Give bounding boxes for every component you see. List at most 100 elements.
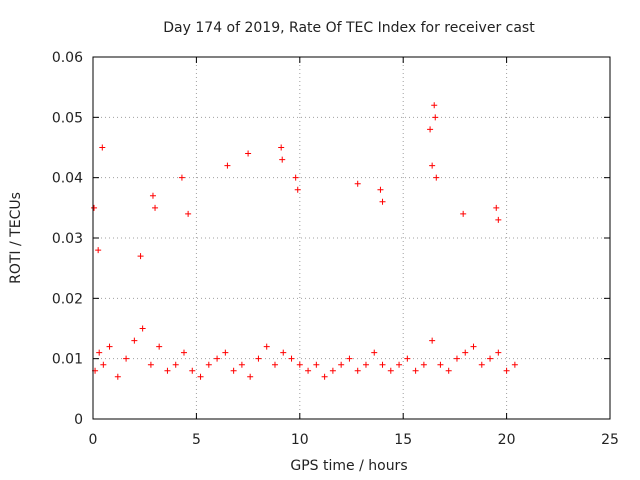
data-point bbox=[495, 349, 502, 356]
x-tick-label: 0 bbox=[89, 432, 98, 448]
data-point bbox=[427, 126, 434, 133]
data-point bbox=[100, 361, 107, 368]
data-point bbox=[280, 349, 287, 356]
y-tick-label: 0 bbox=[74, 412, 83, 428]
data-point bbox=[131, 337, 138, 344]
data-point bbox=[152, 204, 159, 211]
data-point bbox=[354, 180, 361, 187]
x-tick-label: 5 bbox=[192, 432, 201, 448]
data-point bbox=[495, 216, 502, 223]
x-tick-label: 10 bbox=[291, 432, 309, 448]
data-point bbox=[230, 367, 237, 374]
data-point bbox=[460, 210, 467, 217]
data-point bbox=[106, 343, 113, 350]
data-point bbox=[180, 349, 187, 356]
data-point bbox=[214, 355, 221, 362]
data-point bbox=[346, 355, 353, 362]
data-point bbox=[429, 162, 436, 169]
chart-title: Day 174 of 2019, Rate Of TEC Index for r… bbox=[163, 20, 535, 36]
data-point bbox=[313, 361, 320, 368]
data-point bbox=[197, 373, 204, 380]
data-point bbox=[362, 361, 369, 368]
data-point bbox=[137, 253, 144, 260]
data-point bbox=[139, 325, 146, 332]
data-point bbox=[245, 150, 252, 157]
data-point bbox=[379, 361, 386, 368]
data-point bbox=[271, 361, 278, 368]
data-point bbox=[338, 361, 345, 368]
data-point bbox=[95, 247, 102, 254]
axis-ticks bbox=[92, 56, 611, 420]
data-point bbox=[420, 361, 427, 368]
data-point bbox=[371, 349, 378, 356]
y-tick-labels: 0 0.01 0.02 0.03 0.04 0.05 0.06 bbox=[52, 50, 83, 428]
data-point bbox=[238, 361, 245, 368]
data-point bbox=[396, 361, 403, 368]
y-tick-label: 0.05 bbox=[52, 110, 83, 126]
data-point bbox=[478, 361, 485, 368]
data-point bbox=[224, 162, 231, 169]
data-point bbox=[453, 355, 460, 362]
data-point bbox=[433, 174, 440, 181]
data-point bbox=[263, 343, 270, 350]
x-tick-label: 20 bbox=[498, 432, 516, 448]
data-point bbox=[445, 367, 452, 374]
x-tick-label: 15 bbox=[394, 432, 412, 448]
y-tick-label: 0.04 bbox=[52, 171, 83, 187]
data-point bbox=[247, 373, 254, 380]
data-point bbox=[487, 355, 494, 362]
data-point bbox=[123, 355, 130, 362]
data-point bbox=[178, 174, 185, 181]
data-point bbox=[412, 367, 419, 374]
data-point bbox=[149, 192, 156, 199]
y-axis-label: ROTI / TECUs bbox=[8, 192, 24, 284]
data-point bbox=[377, 186, 384, 193]
x-tick-labels: 0 5 10 15 20 25 bbox=[89, 432, 619, 448]
data-point bbox=[429, 337, 436, 344]
data-point bbox=[96, 349, 103, 356]
data-point bbox=[329, 367, 336, 374]
data-point bbox=[292, 174, 299, 181]
data-point bbox=[431, 102, 438, 109]
data-point bbox=[296, 361, 303, 368]
data-point bbox=[164, 367, 171, 374]
data-point bbox=[354, 367, 361, 374]
data-point bbox=[503, 367, 510, 374]
plot-frame bbox=[92, 56, 611, 420]
data-point bbox=[114, 373, 121, 380]
data-point bbox=[493, 204, 500, 211]
data-point bbox=[437, 361, 444, 368]
data-point bbox=[99, 144, 106, 151]
grid bbox=[93, 57, 610, 419]
y-tick-label: 0.06 bbox=[52, 50, 83, 66]
data-point bbox=[279, 156, 286, 163]
data-point bbox=[156, 343, 163, 350]
data-point bbox=[462, 349, 469, 356]
data-point bbox=[147, 361, 154, 368]
data-point bbox=[470, 343, 477, 350]
data-points bbox=[91, 102, 518, 380]
data-point bbox=[404, 355, 411, 362]
data-point bbox=[511, 361, 518, 368]
y-tick-label: 0.03 bbox=[52, 231, 83, 247]
data-point bbox=[379, 198, 386, 205]
data-point bbox=[172, 361, 179, 368]
x-tick-label: 25 bbox=[601, 432, 619, 448]
data-point bbox=[255, 355, 262, 362]
data-point bbox=[305, 367, 312, 374]
data-point bbox=[321, 373, 328, 380]
data-point bbox=[288, 355, 295, 362]
data-point bbox=[432, 114, 439, 121]
data-point bbox=[278, 144, 285, 151]
y-tick-label: 0.01 bbox=[52, 352, 83, 368]
data-point bbox=[387, 367, 394, 374]
x-axis-label: GPS time / hours bbox=[290, 458, 407, 474]
data-point bbox=[91, 204, 98, 211]
data-point bbox=[205, 361, 212, 368]
data-point bbox=[294, 186, 301, 193]
data-point bbox=[185, 210, 192, 217]
data-point bbox=[222, 349, 229, 356]
data-point bbox=[189, 367, 196, 374]
